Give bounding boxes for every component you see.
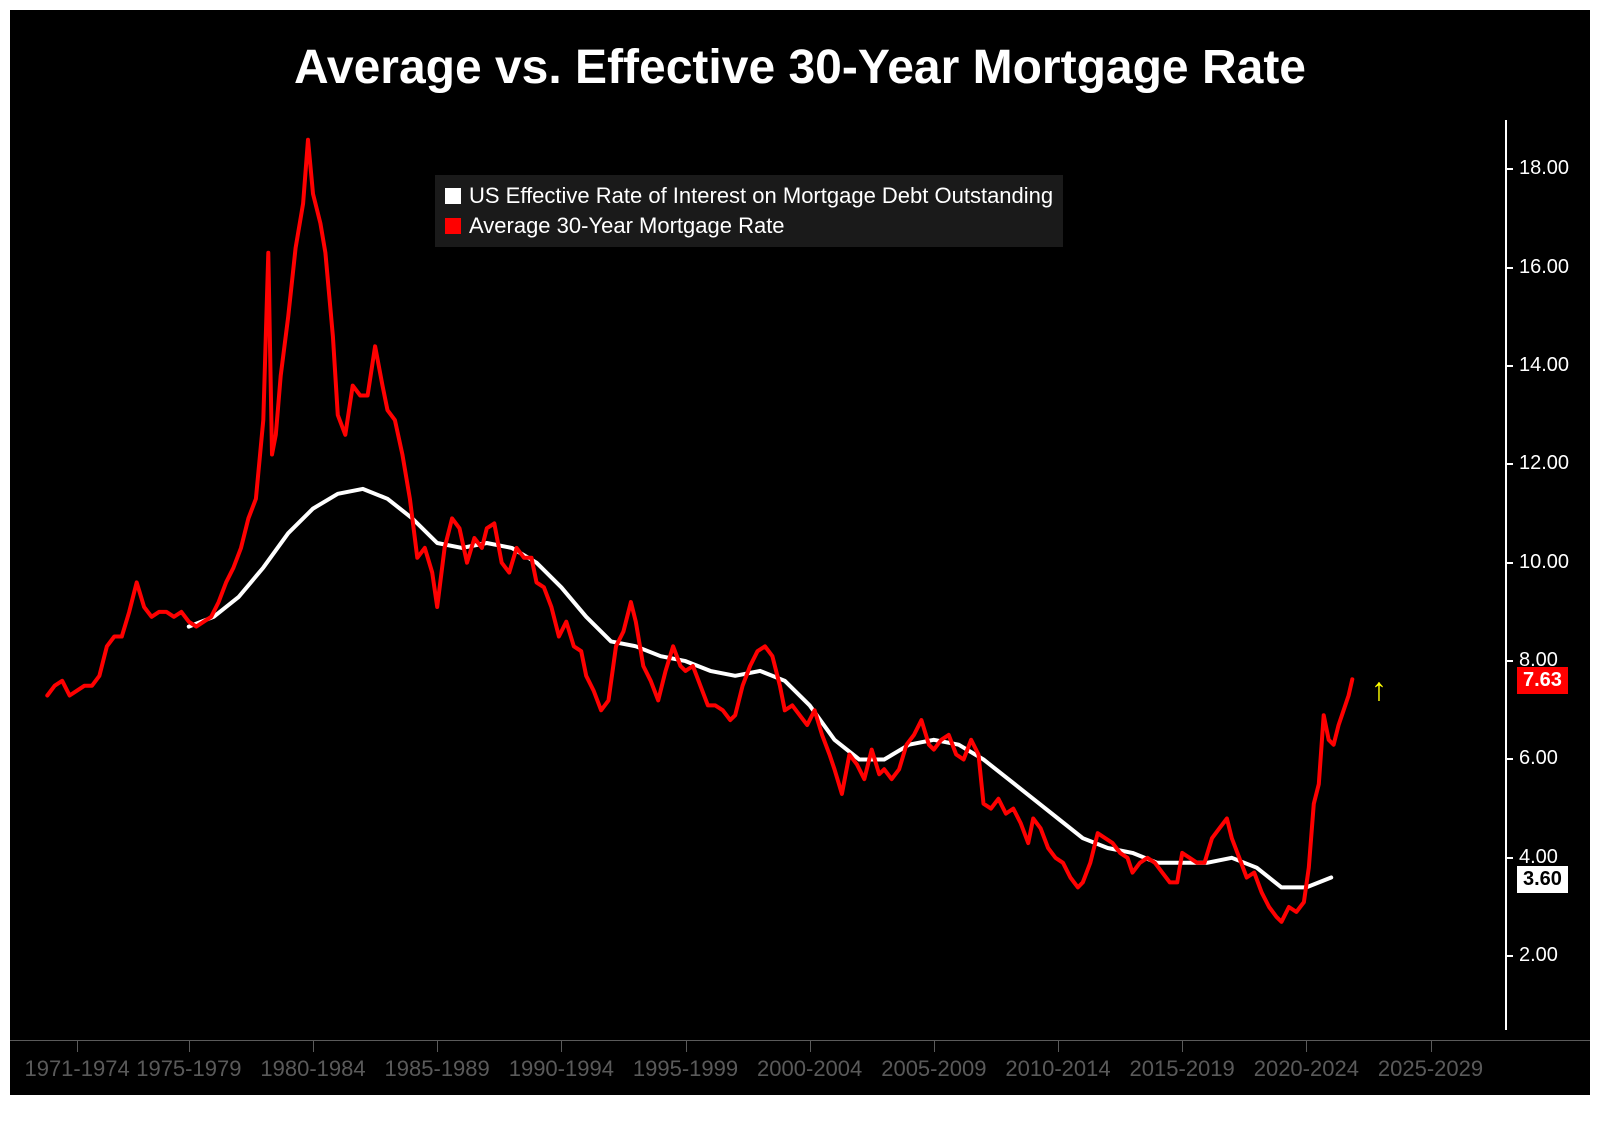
y-tick-label: 18.00	[1519, 157, 1569, 180]
x-tick-label: 1971-1974	[24, 1056, 129, 1082]
up-arrow-icon: ↑	[1371, 671, 1387, 708]
chart-inner: Average vs. Effective 30-Year Mortgage R…	[0, 0, 1600, 1141]
x-tick-mark	[686, 1040, 687, 1052]
y-tick-mark	[1505, 365, 1513, 367]
x-tick-mark	[1431, 1040, 1432, 1052]
y-tick-label: 14.00	[1519, 354, 1569, 377]
x-tick-label: 1985-1989	[385, 1056, 490, 1082]
x-tick-mark	[77, 1040, 78, 1052]
y-axis-line	[1505, 120, 1507, 1030]
y-tick-label: 16.00	[1519, 256, 1569, 279]
x-tick-mark	[1058, 1040, 1059, 1052]
y-tick-label: 10.00	[1519, 551, 1569, 574]
copyright-text: ©2023 Crescat Capital LLC	[1230, 1100, 1559, 1131]
x-tick-label: 1975-1979	[136, 1056, 241, 1082]
x-tick-mark	[1182, 1040, 1183, 1052]
x-tick-label: 2020-2024	[1254, 1056, 1359, 1082]
x-tick-label: 1995-1999	[633, 1056, 738, 1082]
y-tick-mark	[1505, 857, 1513, 859]
y-tick-mark	[1505, 562, 1513, 564]
y-tick-label: 12.00	[1519, 452, 1569, 475]
x-tick-label: 2015-2019	[1130, 1056, 1235, 1082]
x-tick-label: 1980-1984	[260, 1056, 365, 1082]
x-tick-label: 2005-2009	[881, 1056, 986, 1082]
chart-plot-svg	[15, 120, 1505, 1030]
y-tick-mark	[1505, 267, 1513, 269]
source-text: Source: Bloomberg; Tavi Costa	[16, 1100, 388, 1131]
chart-title: Average vs. Effective 30-Year Mortgage R…	[0, 40, 1600, 95]
x-tick-label: 2000-2004	[757, 1056, 862, 1082]
x-tick-label: 2025-2029	[1378, 1056, 1483, 1082]
x-tick-mark	[1306, 1040, 1307, 1052]
end-label-red: 7.63	[1517, 667, 1568, 694]
x-tick-mark	[313, 1040, 314, 1052]
y-tick-mark	[1505, 463, 1513, 465]
y-tick-mark	[1505, 660, 1513, 662]
y-tick-mark	[1505, 955, 1513, 957]
y-tick-label: 2.00	[1519, 944, 1558, 967]
line-average-rate	[47, 140, 1352, 922]
x-tick-label: 1990-1994	[509, 1056, 614, 1082]
y-tick-label: 6.00	[1519, 747, 1558, 770]
end-label-white: 3.60	[1517, 866, 1568, 893]
x-tick-mark	[810, 1040, 811, 1052]
y-tick-mark	[1505, 168, 1513, 170]
y-tick-mark	[1505, 758, 1513, 760]
chart-frame: Average vs. Effective 30-Year Mortgage R…	[0, 0, 1600, 1141]
x-tick-mark	[189, 1040, 190, 1052]
x-axis-line	[10, 1040, 1590, 1041]
x-tick-mark	[561, 1040, 562, 1052]
line-effective-rate	[189, 489, 1331, 888]
x-tick-mark	[934, 1040, 935, 1052]
x-tick-mark	[437, 1040, 438, 1052]
x-tick-label: 2010-2014	[1005, 1056, 1110, 1082]
